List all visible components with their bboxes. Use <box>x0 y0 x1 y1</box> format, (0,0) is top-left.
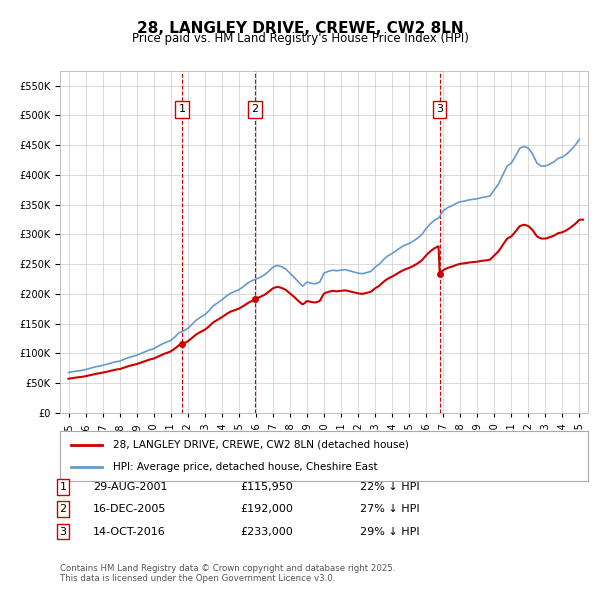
Text: £192,000: £192,000 <box>240 504 293 514</box>
Text: Price paid vs. HM Land Registry's House Price Index (HPI): Price paid vs. HM Land Registry's House … <box>131 32 469 45</box>
Text: 29% ↓ HPI: 29% ↓ HPI <box>360 527 419 536</box>
Text: 3: 3 <box>436 104 443 114</box>
Text: 1: 1 <box>178 104 185 114</box>
Text: HPI: Average price, detached house, Cheshire East: HPI: Average price, detached house, Ches… <box>113 462 377 472</box>
Text: 2: 2 <box>59 504 67 514</box>
Text: 28, LANGLEY DRIVE, CREWE, CW2 8LN: 28, LANGLEY DRIVE, CREWE, CW2 8LN <box>137 21 463 35</box>
Text: £115,950: £115,950 <box>240 482 293 491</box>
Text: 14-OCT-2016: 14-OCT-2016 <box>93 527 166 536</box>
Text: Contains HM Land Registry data © Crown copyright and database right 2025.
This d: Contains HM Land Registry data © Crown c… <box>60 563 395 583</box>
Text: 2: 2 <box>251 104 259 114</box>
Text: 1: 1 <box>59 482 67 491</box>
Text: 16-DEC-2005: 16-DEC-2005 <box>93 504 166 514</box>
Text: 3: 3 <box>59 527 67 536</box>
Text: 28, LANGLEY DRIVE, CREWE, CW2 8LN (detached house): 28, LANGLEY DRIVE, CREWE, CW2 8LN (detac… <box>113 440 409 450</box>
Text: £233,000: £233,000 <box>240 527 293 536</box>
Text: 27% ↓ HPI: 27% ↓ HPI <box>360 504 419 514</box>
Text: 22% ↓ HPI: 22% ↓ HPI <box>360 482 419 491</box>
Text: 29-AUG-2001: 29-AUG-2001 <box>93 482 167 491</box>
